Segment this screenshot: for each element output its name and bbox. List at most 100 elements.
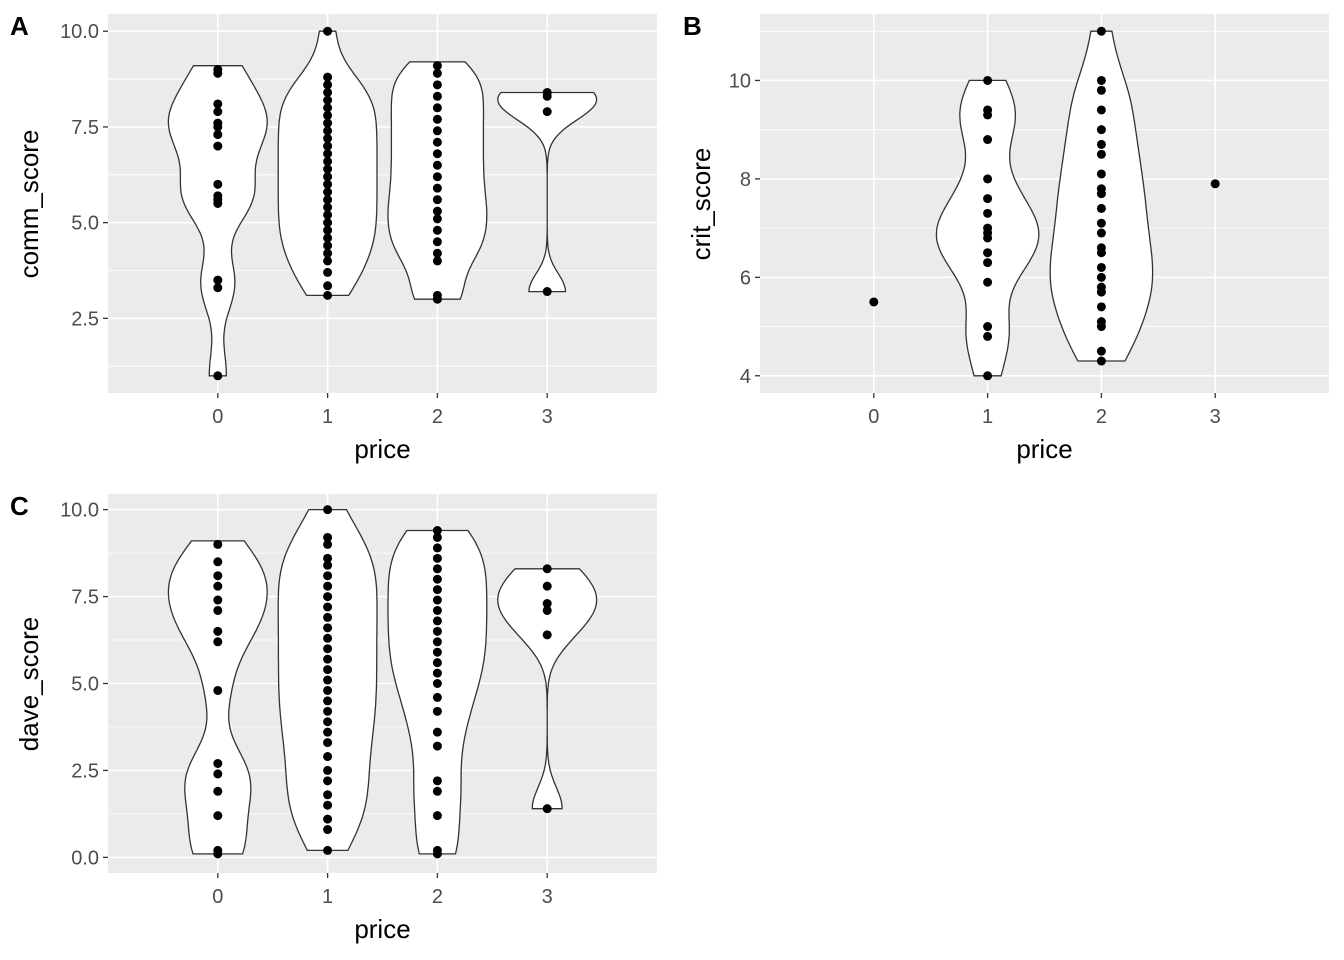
data-point — [432, 637, 442, 647]
data-point — [1096, 356, 1106, 366]
panel-background — [760, 14, 1329, 393]
data-point — [542, 599, 552, 609]
data-point — [432, 574, 442, 584]
data-point — [323, 571, 333, 581]
y-tick-label: 2.5 — [71, 308, 99, 330]
data-point — [323, 80, 333, 90]
data-point — [983, 208, 993, 218]
data-point — [983, 135, 993, 145]
data-point — [323, 776, 333, 786]
data-point — [323, 581, 333, 591]
data-point — [323, 765, 333, 775]
data-point — [1096, 346, 1106, 356]
data-point — [432, 526, 442, 536]
violin-2 — [387, 529, 488, 855]
data-point — [213, 626, 223, 636]
data-point — [323, 118, 333, 128]
x-tick-label: 0 — [212, 886, 223, 908]
data-point — [432, 626, 442, 636]
data-point — [213, 130, 223, 140]
y-tick-label: 5.0 — [71, 674, 99, 696]
data-point — [1210, 179, 1220, 189]
data-point — [323, 202, 333, 212]
data-point — [983, 248, 993, 258]
data-point — [432, 103, 442, 113]
data-point — [323, 623, 333, 633]
data-point — [1096, 317, 1106, 327]
data-point — [432, 595, 442, 605]
data-point — [213, 179, 223, 189]
data-point — [323, 225, 333, 235]
data-point — [323, 164, 333, 174]
data-point — [983, 223, 993, 233]
y-axis-title: dave_score — [14, 617, 44, 751]
data-point — [213, 758, 223, 768]
data-point — [323, 644, 333, 654]
data-point — [432, 585, 442, 595]
data-point — [213, 605, 223, 615]
data-point — [542, 630, 552, 640]
data-point — [323, 195, 333, 205]
data-point — [1096, 302, 1106, 312]
y-tick-label: 7.5 — [71, 587, 99, 609]
data-point — [1096, 85, 1106, 95]
data-point — [432, 532, 442, 542]
data-point — [213, 557, 223, 567]
data-point — [323, 553, 333, 563]
data-point — [983, 277, 993, 287]
data-point — [213, 769, 223, 779]
y-tick-label: 10 — [729, 70, 751, 92]
data-point — [323, 187, 333, 197]
data-point — [432, 668, 442, 678]
data-point — [432, 605, 442, 615]
data-point — [213, 786, 223, 796]
data-point — [432, 225, 442, 235]
data-point — [432, 137, 442, 147]
panel-tag: B — [683, 11, 702, 41]
data-point — [323, 156, 333, 166]
data-point — [1096, 149, 1106, 159]
data-point — [323, 665, 333, 675]
x-tick-label: 3 — [542, 886, 553, 908]
data-point — [213, 275, 223, 285]
data-point — [432, 149, 442, 159]
x-axis-title: price — [354, 434, 410, 464]
data-point — [323, 290, 333, 300]
data-point — [983, 194, 993, 204]
data-point — [542, 287, 552, 297]
data-point — [323, 738, 333, 748]
data-point — [323, 532, 333, 542]
data-point — [323, 95, 333, 105]
y-tick-label: 10.0 — [60, 21, 99, 43]
data-point — [213, 571, 223, 581]
y-tick-label: 4 — [740, 366, 751, 388]
y-axis-title: comm_score — [14, 130, 44, 279]
x-tick-label: 0 — [868, 406, 879, 428]
data-point — [323, 218, 333, 228]
data-point — [432, 811, 442, 821]
data-point — [323, 248, 333, 258]
data-point — [323, 141, 333, 151]
data-point — [432, 543, 442, 553]
y-tick-label: 8 — [740, 169, 751, 191]
data-point — [432, 126, 442, 136]
data-point — [432, 61, 442, 71]
data-point — [213, 65, 223, 75]
x-tick-label: 1 — [322, 406, 333, 428]
data-point — [1096, 203, 1106, 213]
data-point — [542, 581, 552, 591]
data-point — [432, 206, 442, 216]
data-point — [1096, 218, 1106, 228]
data-point — [432, 706, 442, 716]
x-tick-label: 2 — [1096, 406, 1107, 428]
data-point — [542, 87, 552, 97]
y-tick-label: 7.5 — [71, 117, 99, 139]
data-point — [323, 505, 333, 515]
panel-c: 0.0 2.5 5.0 7.5 10.0 0 1 2 3 price dave_score C — [10, 491, 657, 944]
data-point — [432, 845, 442, 855]
data-point — [323, 267, 333, 277]
data-point — [983, 258, 993, 268]
data-point — [213, 99, 223, 109]
x-tick-label: 1 — [982, 406, 993, 428]
data-point — [432, 786, 442, 796]
